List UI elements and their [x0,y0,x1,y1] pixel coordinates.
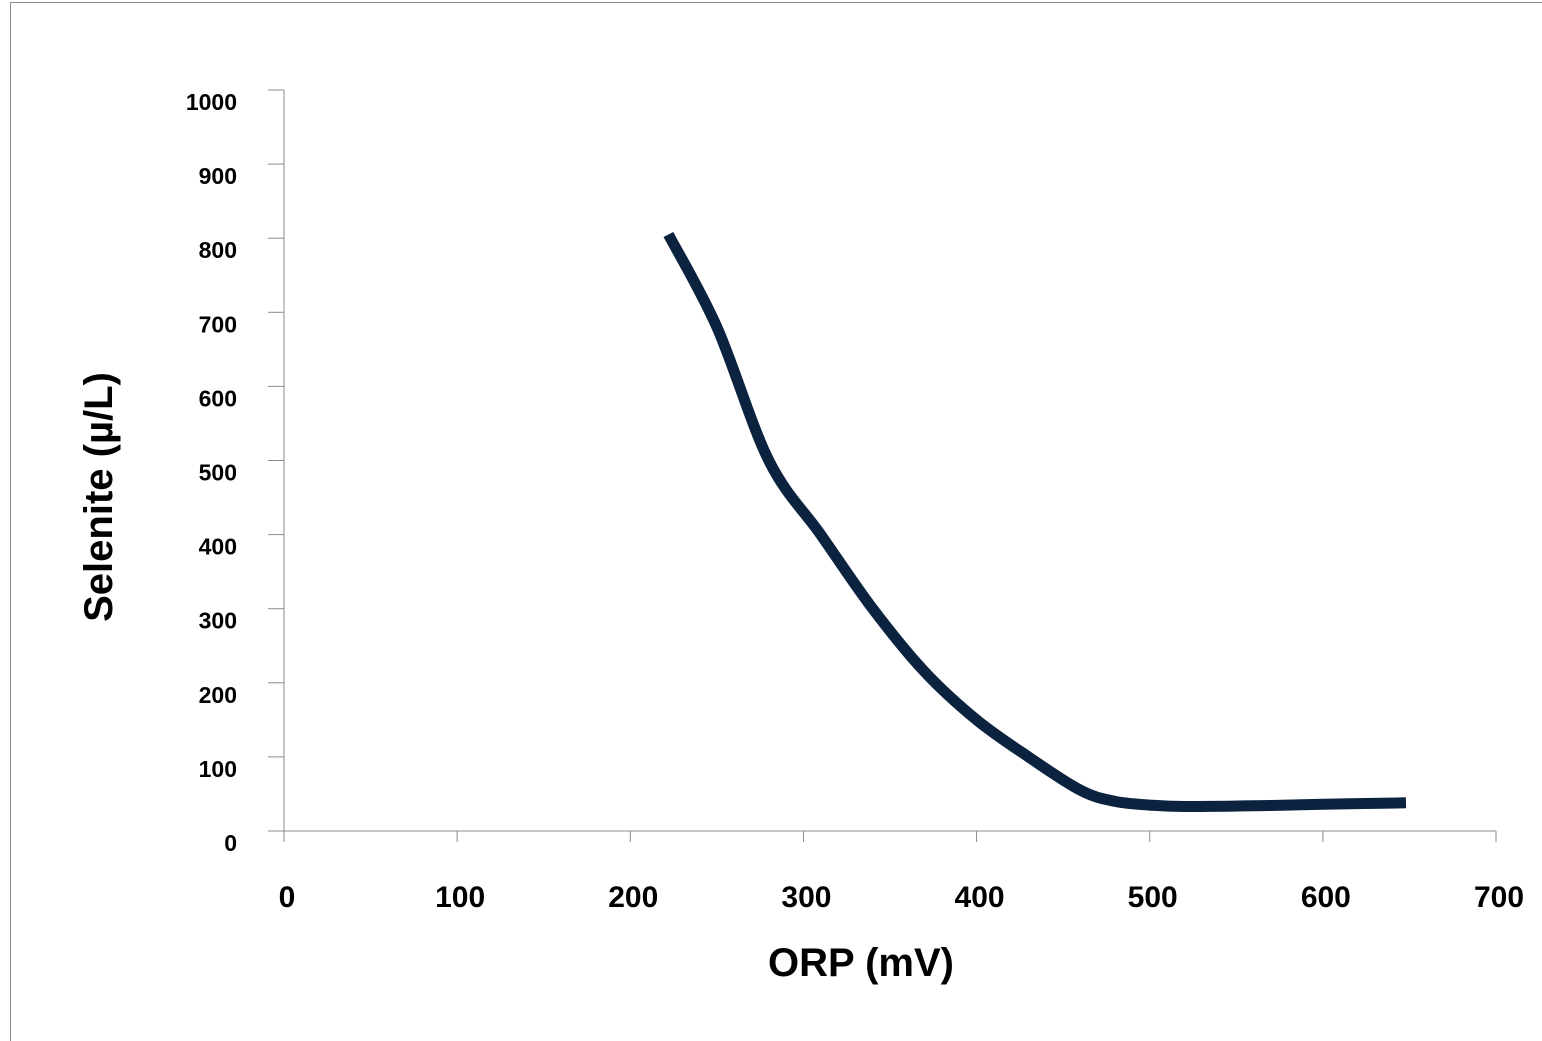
y-axis-title: Selenite (µ/L) [77,372,121,622]
y-tick-label: 400 [199,534,237,560]
y-tick-label: 700 [199,311,237,337]
y-tick-label: 100 [199,756,237,782]
series-layer [663,231,1407,813]
ticks: 0 100 200 300 400 500 600 700 800 900 1000 0 100 200 3… [186,89,1524,914]
x-tick-label: 400 [955,881,1005,914]
y-tick-label: 800 [199,237,237,263]
x-tick-label: 0 [279,881,296,914]
axes [283,90,1496,832]
y-tick-label: 300 [199,608,237,634]
x-tick-label: 100 [435,881,485,914]
x-axis-title: ORP (mV) [768,941,954,985]
chart-area [10,2,1542,1041]
x-tick-label: 500 [1128,881,1178,914]
y-tick-label: 0 [224,830,237,856]
x-tick-label: 200 [608,881,658,914]
x-tick-label: 600 [1301,881,1351,914]
y-tick-label: 600 [199,385,237,411]
x-tick-label: 300 [781,881,831,914]
y-tick-label: 200 [199,682,237,708]
x-tick-label: 700 [1474,881,1524,914]
y-tick-label: 500 [199,460,237,486]
y-tick-label: 900 [199,163,237,189]
series-line-0 [663,231,1407,813]
y-tick-label: 1000 [186,89,237,115]
